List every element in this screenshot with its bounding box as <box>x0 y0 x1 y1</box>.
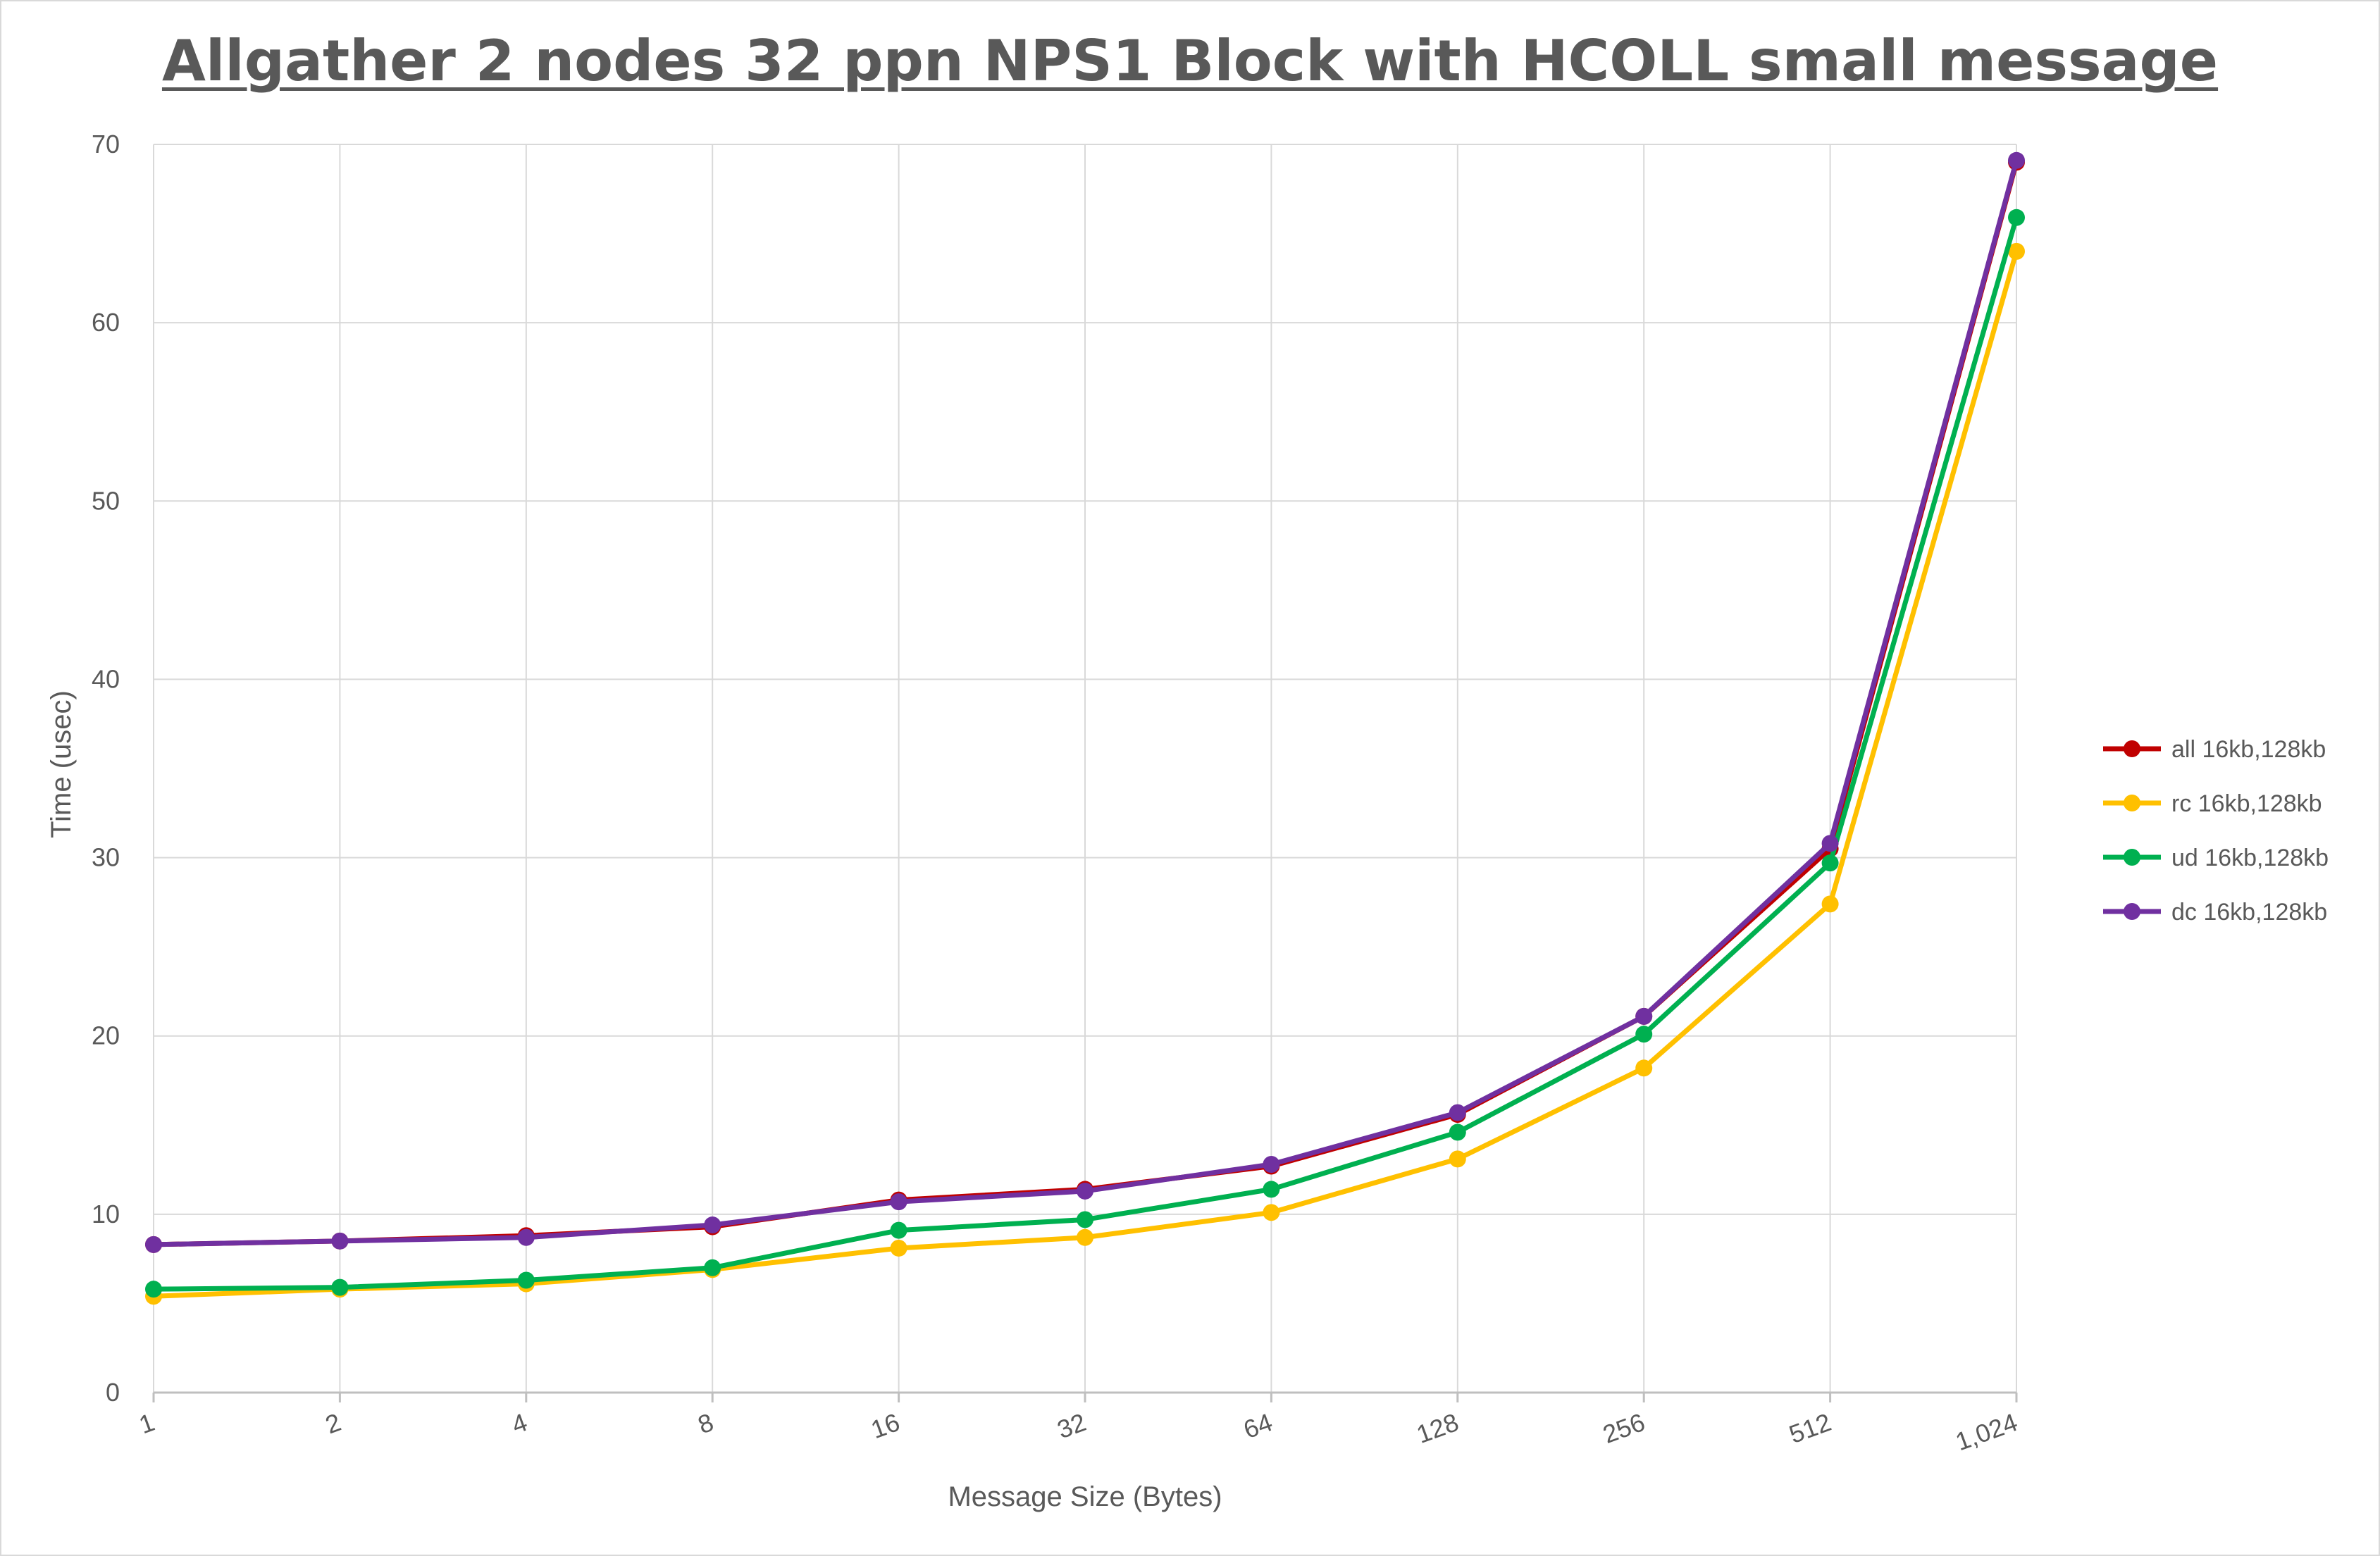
data-point <box>1821 835 1839 852</box>
series-dc <box>145 151 2025 1253</box>
data-point <box>1263 1204 1280 1221</box>
data-point <box>704 1259 721 1276</box>
x-tick-label: 128 <box>1413 1407 1462 1449</box>
y-axis-ticks: 0 10 20 30 40 50 60 70 <box>92 130 120 1407</box>
data-point <box>145 1281 162 1298</box>
x-axis-label: Message Size (Bytes) <box>948 1481 1222 1512</box>
legend-item: rc 16kb,128kb <box>2103 790 2322 817</box>
x-tick-label: 16 <box>867 1407 904 1444</box>
legend-marker <box>2124 849 2140 866</box>
legend-label: rc 16kb,128kb <box>2171 790 2322 817</box>
legend: all 16kb,128kb rc 16kb,128kb ud 16kb,128kb… <box>2103 736 2329 926</box>
data-point <box>890 1193 907 1211</box>
data-point <box>1449 1124 1466 1141</box>
data-point <box>2008 242 2025 260</box>
grid-lines <box>152 144 2018 1402</box>
data-point <box>1077 1228 1093 1246</box>
legend-marker <box>2124 903 2140 920</box>
x-tick-label: 4 <box>508 1407 531 1439</box>
y-axis-label: Time (usec) <box>46 690 77 838</box>
x-tick-label: 8 <box>694 1407 717 1439</box>
y-tick-label: 60 <box>92 308 120 337</box>
legend-item: ud 16kb,128kb <box>2103 845 2329 871</box>
legend-label: all 16kb,128kb <box>2171 736 2326 763</box>
x-tick-label: 256 <box>1599 1407 1648 1449</box>
data-point <box>704 1216 721 1234</box>
legend-item: all 16kb,128kb <box>2103 736 2326 763</box>
data-point <box>1635 1059 1653 1077</box>
data-point <box>145 1236 162 1253</box>
data-point <box>1077 1211 1093 1228</box>
legend-label: ud 16kb,128kb <box>2171 845 2329 871</box>
series-rc <box>145 242 2025 1305</box>
data-point <box>2008 151 2025 169</box>
legend-label: dc 16kb,128kb <box>2171 899 2327 926</box>
y-tick-label: 0 <box>106 1378 120 1407</box>
data-point <box>1821 895 1839 913</box>
y-tick-label: 30 <box>92 843 120 872</box>
data-point <box>1263 1155 1280 1173</box>
data-point <box>1077 1182 1093 1200</box>
series-group <box>145 151 2025 1305</box>
data-point <box>2008 208 2025 226</box>
data-point <box>890 1221 907 1239</box>
data-point <box>331 1232 349 1250</box>
data-point <box>1449 1150 1466 1168</box>
data-point <box>517 1271 535 1289</box>
data-point <box>1635 1026 1653 1043</box>
data-point <box>517 1228 535 1246</box>
chart-title: Allgather 2 nodes 32 ppn NPS1 Block with… <box>161 28 2219 94</box>
y-tick-label: 20 <box>92 1021 120 1050</box>
legend-marker <box>2124 795 2140 811</box>
series-ud <box>145 208 2025 1298</box>
data-point <box>331 1278 349 1296</box>
x-tick-label: 512 <box>1785 1407 1835 1449</box>
legend-marker <box>2124 740 2140 757</box>
y-tick-label: 50 <box>92 486 120 515</box>
x-tick-label: 64 <box>1239 1407 1276 1444</box>
x-tick-label: 2 <box>321 1407 345 1439</box>
x-tick-label: 1 <box>135 1407 159 1439</box>
data-point <box>1821 854 1839 872</box>
legend-item: dc 16kb,128kb <box>2103 899 2327 926</box>
x-tick-label: 1,024 <box>1952 1407 2021 1456</box>
y-tick-label: 70 <box>92 130 120 158</box>
data-point <box>1635 1007 1653 1025</box>
data-point <box>1263 1181 1280 1198</box>
x-tick-label: 32 <box>1053 1407 1090 1444</box>
y-tick-label: 40 <box>92 664 120 693</box>
data-point <box>1449 1104 1466 1121</box>
x-axis-ticks: 1 2 4 8 16 32 64 128 256 512 1,024 <box>135 1407 2021 1456</box>
y-tick-label: 10 <box>92 1200 120 1228</box>
data-point <box>890 1239 907 1257</box>
